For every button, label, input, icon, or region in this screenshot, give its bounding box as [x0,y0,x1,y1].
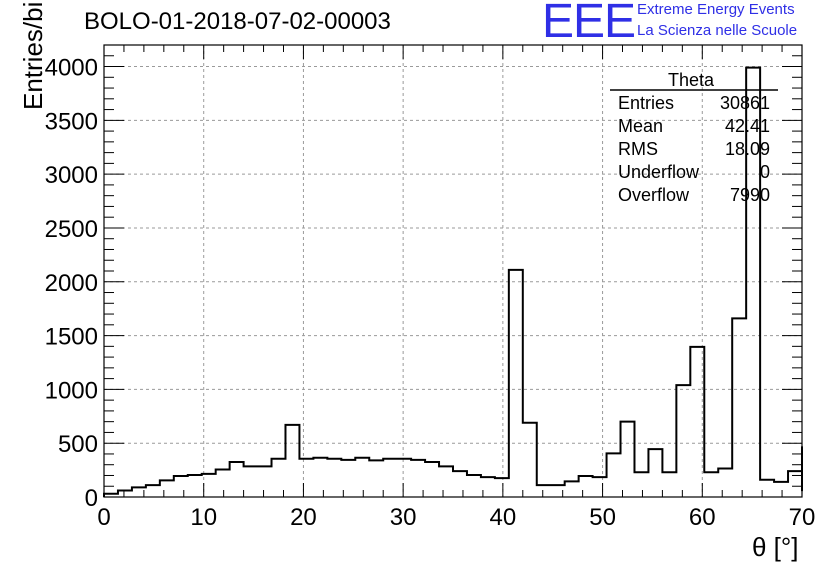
stats-value-overflow: 7990 [729,185,770,205]
x-tick-label: 20 [290,504,317,531]
stats-value-mean: 42.41 [724,116,770,136]
y-tick-label: 0 [85,485,98,512]
stats-label-underflow: Underflow [618,162,700,182]
y-tick-label: 1500 [45,324,98,351]
histogram-series [103,66,803,497]
y-tick-label: 500 [58,431,98,458]
stats-label-overflow: Overflow [618,185,690,205]
stats-label-mean: Mean [618,116,664,136]
y-tick-label: 4000 [45,55,98,82]
x-tick-label: 70 [789,504,816,531]
stats-label-rms: RMS [618,139,658,159]
x-tick-label: 30 [390,504,417,531]
stats-value-rms: 18.09 [724,139,770,159]
stats-label-entries: Entries [618,93,675,113]
eee-logo: EEE [542,0,636,48]
axis-ticks [103,44,803,498]
y-tick-label: 1000 [45,377,98,404]
x-tick-label: 10 [190,504,217,531]
grid-lines [104,45,802,497]
y-tick-label: 2500 [45,216,98,243]
x-tick-label: 0 [97,504,110,531]
y-tick-label: 3500 [45,108,98,135]
stats-value-underflow: 0 [759,162,770,182]
x-tick-label: 50 [589,504,616,531]
stats-box-title: Theta [668,70,715,90]
y-axis-label: Entries/bin [18,0,48,110]
y-tick-label: 3000 [45,162,98,189]
y-tick-label: 2000 [45,270,98,297]
x-axis-label: θ [°] [752,532,799,562]
plot-frame [103,44,803,498]
x-tick-label: 60 [689,504,716,531]
chart-title: BOLO-01-2018-07-02-00003 [84,8,391,35]
tick-labels: 0 10 20 30 40 50 60 70 0 500 1000 1500 2000 2500 3000 3… [45,55,816,531]
logo-line-1: Extreme Energy Events [637,1,795,18]
logo-line-2: La Scienza nelle Scuole [637,22,798,39]
stats-value-entries: 30861 [719,93,770,113]
x-tick-label: 40 [490,504,517,531]
